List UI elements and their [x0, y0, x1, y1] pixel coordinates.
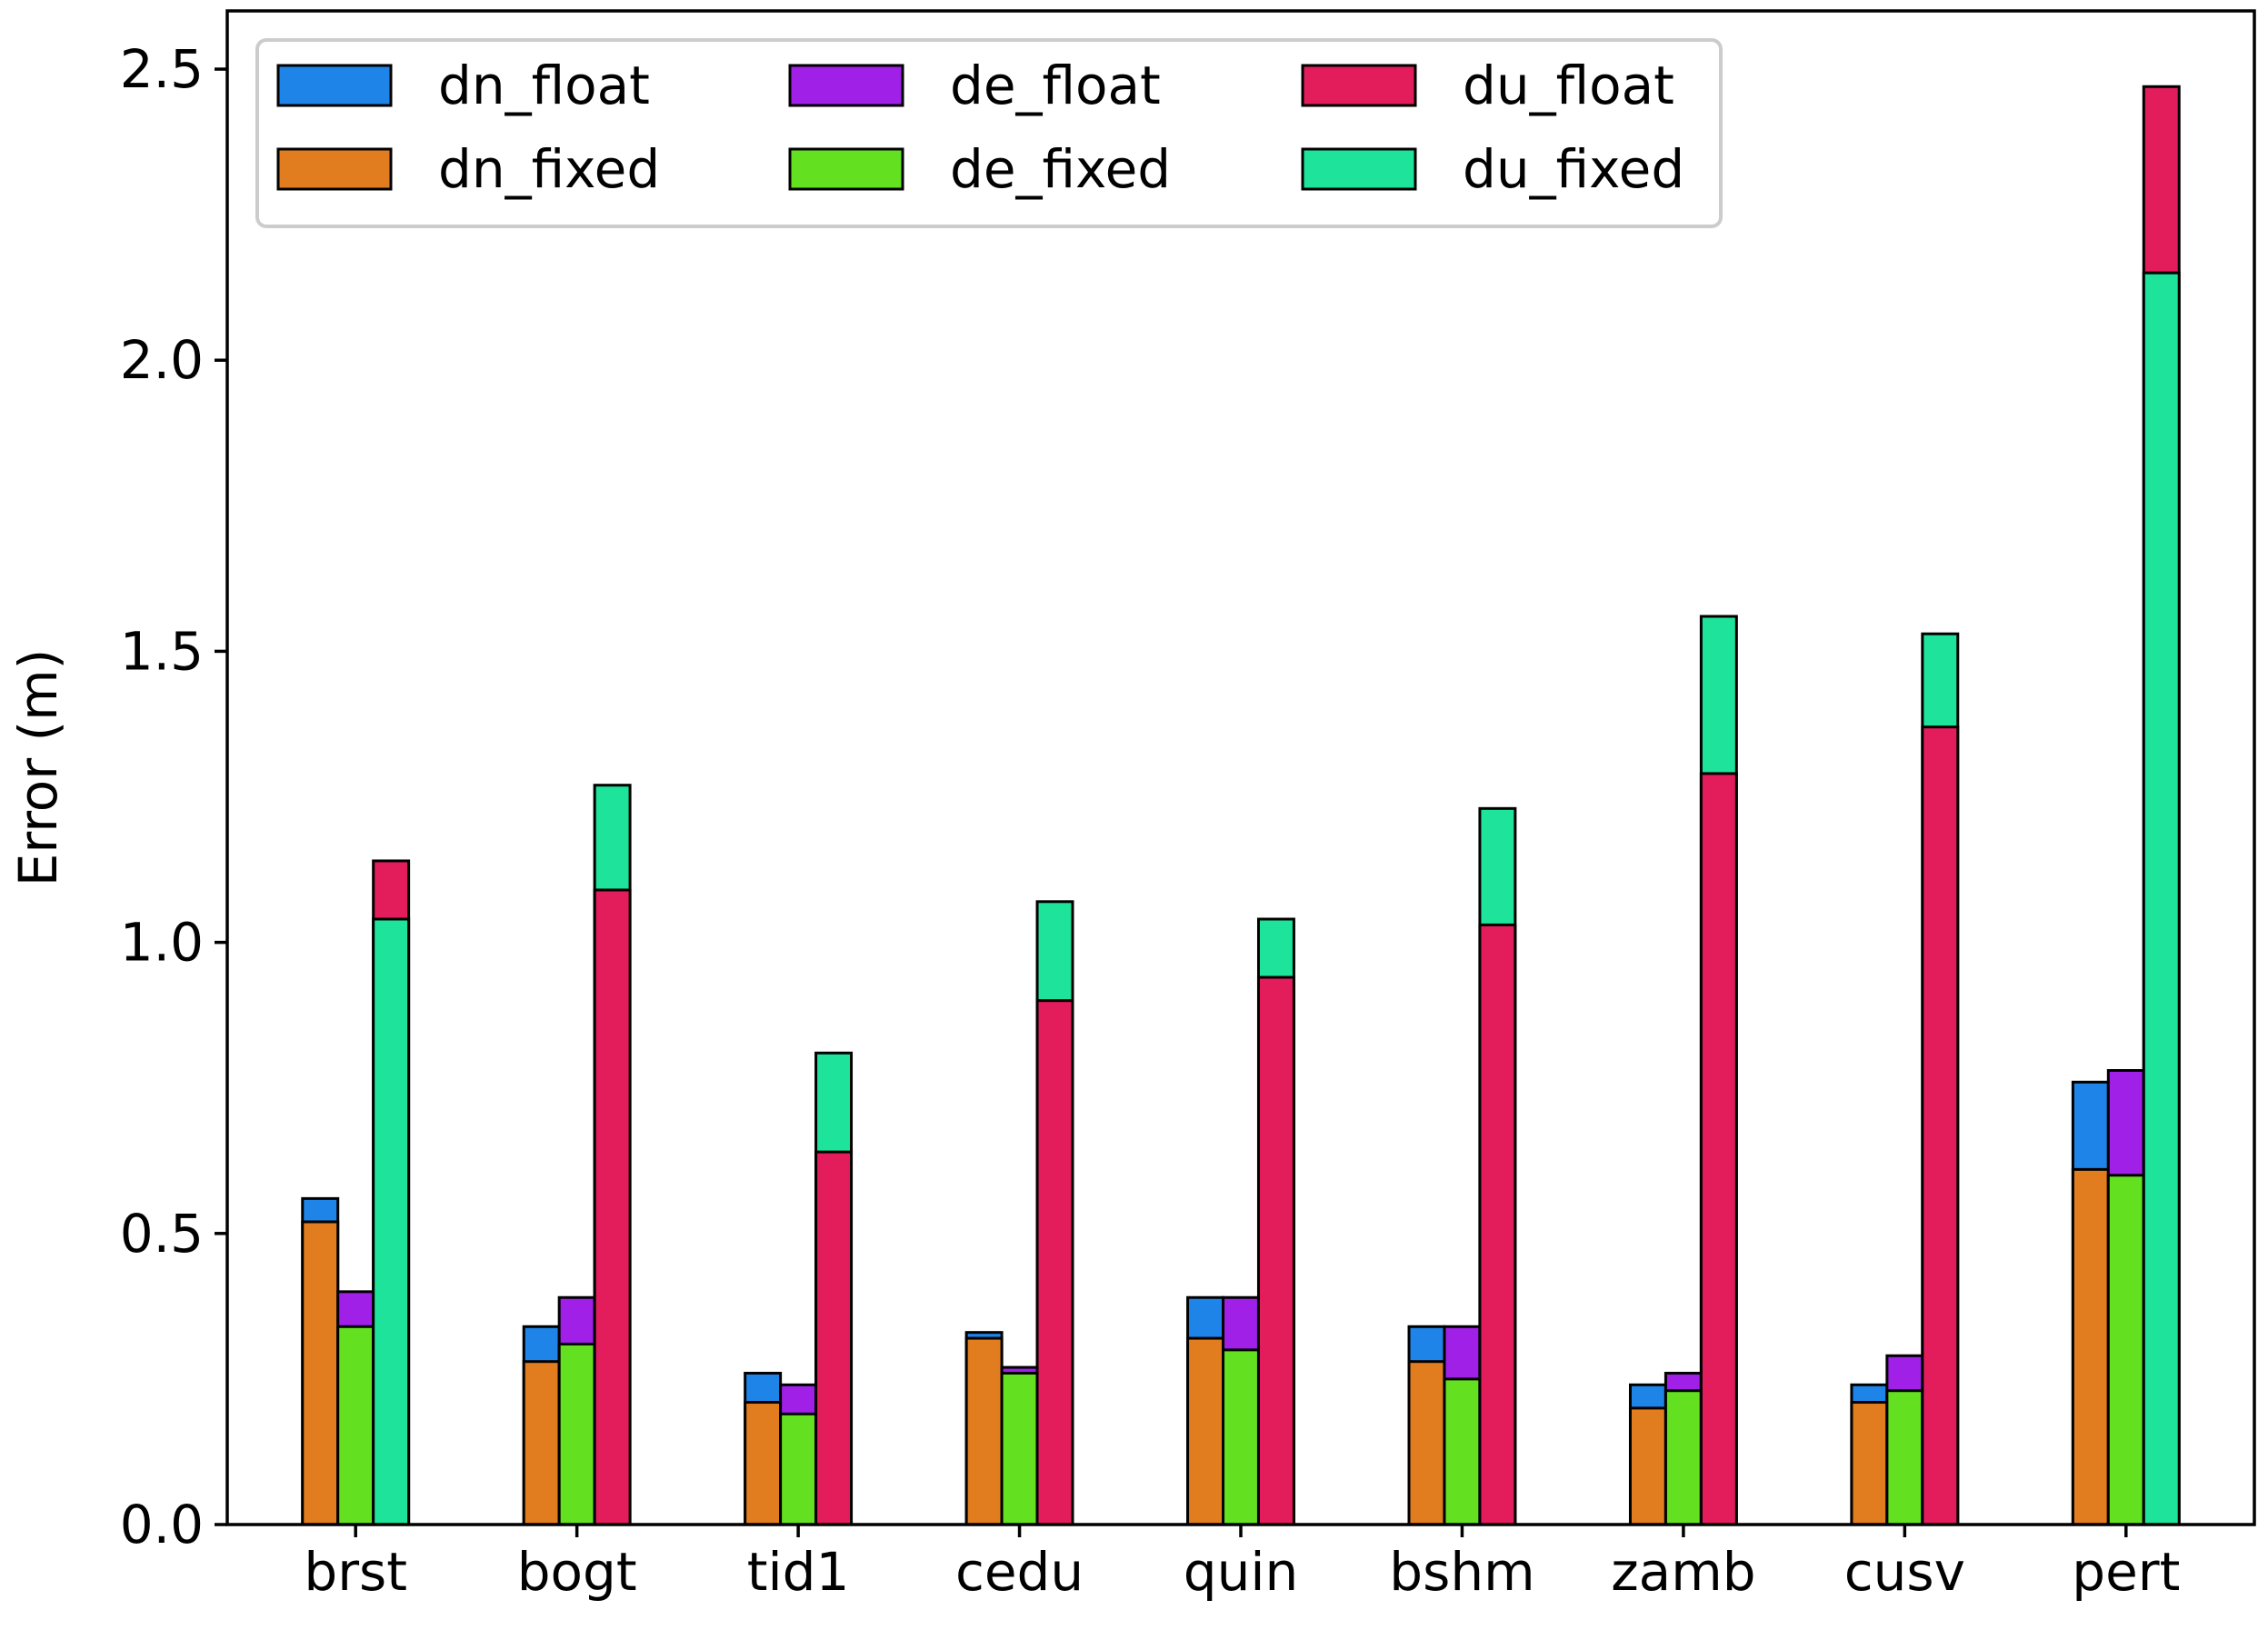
- legend-swatch-du_fixed: [1301, 147, 1417, 191]
- legend-label-du_float: du_float: [1463, 55, 1674, 116]
- bar-du_float-bogt: [593, 888, 632, 1526]
- x-tick-label-quin: quin: [1184, 1541, 1298, 1603]
- bar-dn_fixed-quin: [1186, 1336, 1225, 1526]
- legend-label-de_fixed: de_fixed: [950, 138, 1171, 200]
- y-tick-label: 2.5: [120, 38, 204, 100]
- bar-du_fixed-pert: [2142, 271, 2181, 1526]
- bar-dn_fixed-cusv: [1850, 1401, 1889, 1526]
- axes: 0.0 0.5 1.0 1.5 2.0 2.5 brst bogt tid1 cedu quin bs…: [7, 9, 2256, 1603]
- bar-de_fixed-cusv: [1885, 1389, 1924, 1526]
- x-tick-label-cusv: cusv: [1844, 1541, 1965, 1603]
- x-tick-label-tid1: tid1: [747, 1541, 850, 1603]
- legend-swatch-de_float: [788, 64, 904, 107]
- bar-dn_fixed-brst: [301, 1220, 340, 1526]
- legend: dn_float de_float du_float dn_fixed de_fixed…: [255, 38, 1723, 228]
- y-tick-label: 0.0: [120, 1494, 204, 1555]
- x-tick-label-bogt: bogt: [517, 1541, 637, 1603]
- bar-du_float-cedu: [1035, 999, 1074, 1526]
- legend-swatch-dn_float: [276, 64, 393, 107]
- legend-swatch-de_fixed: [788, 147, 904, 191]
- y-axis-title: Error (m): [7, 649, 69, 887]
- y-tick-label: 1.5: [120, 620, 204, 682]
- bar-de_fixed-tid1: [779, 1412, 818, 1526]
- bar-dn_fixed-zamb: [1628, 1406, 1667, 1526]
- bar-du_float-tid1: [814, 1150, 854, 1526]
- bar-du_float-zamb: [1699, 772, 1738, 1526]
- bar-de_fixed-bshm: [1443, 1377, 1482, 1526]
- legend-swatch-dn_fixed: [276, 147, 393, 191]
- y-tick-label: 1.0: [120, 912, 204, 974]
- bar-de_fixed-brst: [336, 1325, 375, 1526]
- bar-de_fixed-bogt: [557, 1342, 596, 1526]
- bar-de_fixed-pert: [2106, 1174, 2145, 1526]
- bar-de_fixed-quin: [1222, 1348, 1260, 1526]
- legend-swatch-du_float: [1301, 64, 1417, 107]
- bar-dn_fixed-cedu: [964, 1336, 1004, 1526]
- x-tick-label-zamb: zamb: [1611, 1541, 1755, 1603]
- legend-label-du_fixed: du_fixed: [1463, 138, 1684, 200]
- bar-de_fixed-zamb: [1664, 1389, 1703, 1526]
- x-tick-label-cedu: cedu: [955, 1541, 1084, 1603]
- legend-label-dn_float: dn_float: [438, 55, 650, 116]
- legend-label-dn_fixed: dn_fixed: [438, 138, 660, 200]
- x-tick-label-pert: pert: [2072, 1541, 2180, 1603]
- y-tick-label: 0.5: [120, 1203, 204, 1265]
- bar-du_float-bshm: [1478, 923, 1517, 1526]
- x-tick-label-bshm: bshm: [1389, 1541, 1534, 1603]
- bar-du_fixed-brst: [372, 917, 411, 1526]
- bar-de_fixed-cedu: [1000, 1372, 1039, 1526]
- bar-du_float-quin: [1256, 975, 1295, 1526]
- bar-dn_fixed-pert: [2071, 1167, 2110, 1526]
- bar-dn_fixed-tid1: [744, 1401, 783, 1526]
- y-tick-label: 2.0: [120, 329, 204, 391]
- bar-dn_fixed-bogt: [522, 1360, 561, 1526]
- x-tick-label-brst: brst: [304, 1541, 407, 1603]
- bar-du_float-cusv: [1921, 725, 1960, 1526]
- bar-group: [301, 85, 2181, 1526]
- bar-dn_fixed-bshm: [1407, 1360, 1446, 1526]
- legend-label-de_float: de_float: [950, 55, 1161, 116]
